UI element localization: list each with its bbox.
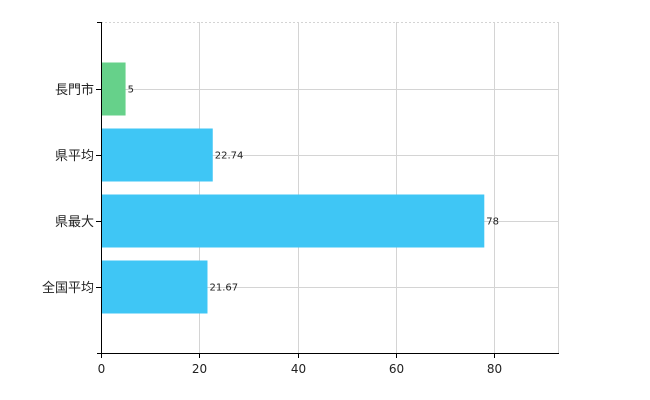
x-tick-label-3: 60	[389, 362, 404, 376]
category-label-3: 全国平均	[42, 280, 94, 296]
category-label-2: 県最大	[55, 215, 94, 230]
data-label-2: 78	[486, 217, 499, 228]
data-label-3: 21.67	[209, 283, 238, 294]
data-label-1: 22.74	[215, 151, 244, 162]
bar-0	[102, 62, 126, 116]
bars	[102, 62, 485, 314]
x-tick-label-0: 0	[98, 362, 106, 376]
data-label-0: 5	[128, 85, 134, 96]
bar-2	[102, 194, 485, 248]
axes	[96, 22, 559, 358]
x-tick-label-4: 80	[487, 362, 502, 376]
bar-1	[102, 128, 213, 182]
bar-3	[102, 260, 208, 314]
category-label-1: 県平均	[55, 149, 94, 164]
x-tick-label-1: 20	[192, 362, 207, 376]
category-label-0: 長門市	[55, 82, 94, 98]
x-tick-label-2: 40	[291, 362, 306, 376]
